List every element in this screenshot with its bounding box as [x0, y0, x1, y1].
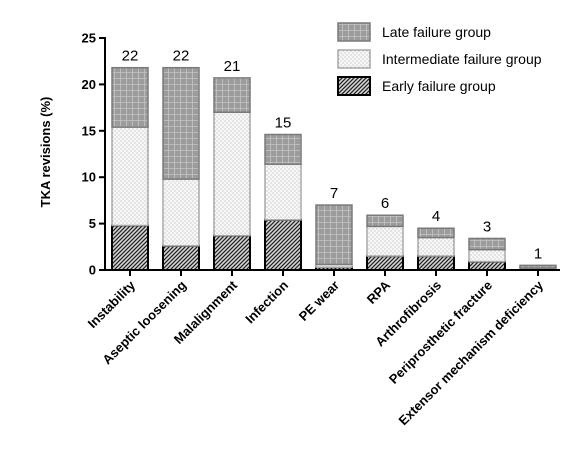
y-axis-title: TKA revisions (%): [38, 97, 53, 208]
bar-segment: [111, 66, 149, 128]
bar-total-label: 15: [275, 115, 292, 132]
legend-swatch: [337, 49, 371, 69]
legend-label: Intermediate failure group: [382, 51, 542, 67]
legend: Late failure group Intermediate failure g…: [337, 22, 542, 96]
legend-swatch: [337, 22, 371, 42]
bar-segment: [162, 178, 200, 247]
bar-segment: [162, 66, 200, 180]
y-tick-label: 25: [82, 31, 96, 46]
bar-segment: [417, 227, 455, 239]
y-tick-label: 10: [82, 170, 96, 185]
x-category-label: Infection: [242, 277, 291, 326]
bar-segment: [417, 236, 455, 257]
bar-segment: [468, 237, 506, 251]
bar-segment: [111, 224, 149, 271]
x-category-label: PE wear: [296, 278, 342, 324]
bar-segment: [417, 255, 455, 271]
y-tick-label: 15: [82, 123, 96, 138]
legend-label: Late failure group: [382, 24, 491, 40]
bar-segment: [111, 126, 149, 227]
x-category-label: Instability: [85, 277, 139, 331]
bar-total-label: 4: [432, 208, 440, 225]
bar-segment: [213, 111, 251, 237]
bar-segment: [366, 255, 404, 271]
bar-segment: [264, 218, 302, 271]
bar-segment: [366, 214, 404, 228]
y-tick-label: 20: [82, 77, 96, 92]
y-tick-label: 0: [89, 263, 96, 278]
x-category-label: Periprosthetic fracture: [386, 278, 495, 387]
bar-segment: [213, 77, 251, 113]
legend-label: Early failure group: [382, 78, 496, 94]
bar-segment: [468, 248, 506, 263]
bar-total-label: 22: [122, 48, 139, 65]
bar-segment: [162, 244, 200, 271]
legend-swatch: [337, 76, 371, 96]
bar-total-label: 21: [224, 58, 241, 75]
bar-total-label: 1: [534, 245, 542, 262]
bar-total-label: 7: [330, 185, 338, 202]
bar-total-label: 22: [173, 48, 190, 65]
bar-segment: [366, 225, 404, 257]
bar-segment: [468, 260, 506, 272]
bars-layer: [111, 66, 557, 272]
bar-total-label: 3: [483, 218, 491, 235]
x-category-label: RPA: [364, 277, 394, 307]
y-tick-label: 5: [89, 216, 96, 231]
y-axis: 0 5 10 15 20 25: [82, 31, 106, 278]
bar-total-label: 6: [381, 195, 389, 212]
bar-segment: [519, 264, 557, 269]
bar-segment: [264, 133, 302, 165]
bar-segment: [315, 204, 353, 266]
bar-segment: [213, 234, 251, 271]
totals-layer: 22 22 21 15 7 6 4 3 1: [122, 48, 543, 263]
bar-segment: [264, 163, 302, 221]
